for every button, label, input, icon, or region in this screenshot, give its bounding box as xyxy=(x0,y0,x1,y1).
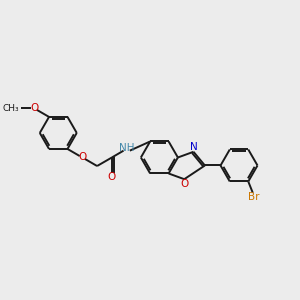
Text: CH₃: CH₃ xyxy=(2,104,19,113)
Text: NH: NH xyxy=(119,143,134,153)
Text: O: O xyxy=(180,179,188,189)
Text: O: O xyxy=(78,152,86,163)
Text: Br: Br xyxy=(248,192,259,202)
Text: O: O xyxy=(108,172,116,182)
Text: N: N xyxy=(190,142,197,152)
Text: O: O xyxy=(30,103,38,113)
